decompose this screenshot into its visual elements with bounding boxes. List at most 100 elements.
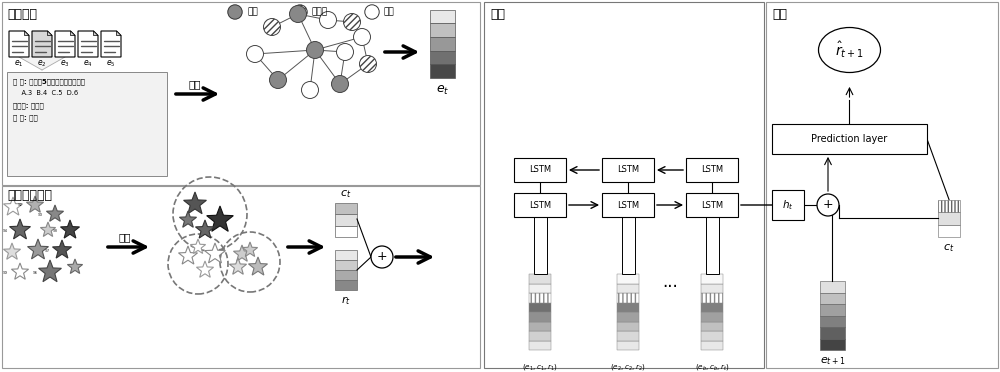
Bar	[701, 331, 723, 340]
Bar	[617, 312, 639, 321]
Polygon shape	[205, 243, 225, 263]
Text: $e_1$: $e_1$	[14, 58, 24, 68]
Text: +: +	[823, 199, 833, 212]
Text: LSTM: LSTM	[701, 201, 723, 209]
Text: 聚类: 聚类	[119, 232, 131, 242]
Bar	[430, 23, 455, 37]
Polygon shape	[9, 31, 29, 57]
Bar	[820, 292, 845, 304]
Polygon shape	[25, 31, 29, 35]
Circle shape	[302, 81, 318, 99]
Text: s₁: s₁	[0, 205, 1, 209]
Bar	[529, 321, 551, 331]
Bar	[820, 327, 845, 339]
Bar	[529, 274, 551, 283]
Bar	[766, 2, 998, 368]
Polygon shape	[117, 31, 121, 35]
Text: 试 题: 分子是5的假分数有（）个。: 试 题: 分子是5的假分数有（）个。	[13, 78, 85, 84]
Polygon shape	[3, 243, 21, 259]
Text: $e_{t+1}$: $e_{t+1}$	[820, 355, 845, 367]
Bar	[938, 199, 960, 212]
Text: $h_t$: $h_t$	[782, 198, 794, 212]
Bar	[430, 51, 455, 64]
Text: +: +	[377, 250, 387, 263]
Ellipse shape	[818, 28, 881, 73]
Bar	[335, 270, 357, 280]
Text: s₄: s₄	[3, 228, 8, 232]
Polygon shape	[179, 211, 197, 227]
Bar	[602, 158, 654, 182]
Text: $e_4$: $e_4$	[83, 58, 93, 68]
Text: 难 度: 中等: 难 度: 中等	[13, 114, 38, 121]
Text: $c_t$: $c_t$	[943, 242, 955, 254]
Polygon shape	[28, 239, 48, 259]
Polygon shape	[101, 31, 121, 57]
Polygon shape	[229, 258, 247, 274]
Text: $(e_2,c_2,r_2)$: $(e_2,c_2,r_2)$	[610, 362, 646, 372]
Bar	[529, 302, 551, 312]
Polygon shape	[40, 222, 56, 237]
Polygon shape	[94, 31, 98, 35]
Polygon shape	[67, 259, 83, 273]
Text: ...: ...	[662, 273, 678, 291]
Bar	[701, 340, 723, 350]
Text: 难度: 难度	[384, 7, 395, 16]
Polygon shape	[78, 31, 98, 57]
Text: $r_t$: $r_t$	[341, 294, 351, 307]
Circle shape	[228, 5, 242, 19]
Polygon shape	[196, 261, 214, 277]
Bar	[529, 283, 551, 293]
Text: LSTM: LSTM	[529, 201, 551, 209]
Text: $(e_b,c_b,r_t)$: $(e_b,c_b,r_t)$	[695, 362, 729, 372]
Text: $e_t$: $e_t$	[436, 83, 449, 97]
Bar	[335, 250, 357, 260]
Bar	[617, 340, 639, 350]
Circle shape	[371, 246, 393, 268]
Bar	[617, 321, 639, 331]
Bar	[2, 2, 480, 185]
Text: 试题嵌入: 试题嵌入	[7, 8, 37, 21]
Text: A.3  B.4  C.5  D.6: A.3 B.4 C.5 D.6	[13, 90, 78, 96]
Bar	[617, 293, 639, 302]
Text: s₃: s₃	[38, 212, 43, 217]
Circle shape	[365, 5, 379, 19]
Text: 知识点: 知识点	[312, 7, 328, 16]
Text: $c_t$: $c_t$	[340, 189, 352, 201]
Text: 嵌入: 嵌入	[189, 79, 201, 89]
Circle shape	[817, 194, 839, 216]
Circle shape	[306, 42, 324, 58]
Text: $\hat{r}_{t+1}$: $\hat{r}_{t+1}$	[835, 40, 864, 60]
Text: $e_2$: $e_2$	[37, 58, 47, 68]
Text: s₂: s₂	[18, 202, 23, 208]
Bar	[820, 304, 845, 315]
Polygon shape	[184, 192, 206, 214]
Bar	[430, 64, 455, 77]
Bar	[2, 186, 480, 368]
Polygon shape	[70, 31, 75, 35]
Bar	[686, 193, 738, 217]
Bar	[820, 339, 845, 350]
Bar	[484, 2, 764, 368]
Bar	[602, 193, 654, 217]
Circle shape	[246, 45, 264, 62]
Text: $e_5$: $e_5$	[106, 58, 116, 68]
Circle shape	[332, 76, 349, 93]
Circle shape	[290, 6, 306, 22]
Text: 预测: 预测	[772, 8, 787, 21]
Bar	[529, 331, 551, 340]
Bar	[701, 293, 723, 302]
Polygon shape	[52, 240, 72, 258]
Text: s₆: s₆	[33, 269, 38, 275]
Bar	[701, 283, 723, 293]
Bar	[701, 312, 723, 321]
Bar	[534, 217, 546, 274]
Bar	[772, 124, 927, 154]
Polygon shape	[48, 31, 52, 35]
Polygon shape	[60, 220, 80, 238]
Polygon shape	[11, 263, 29, 279]
Polygon shape	[26, 196, 44, 212]
Polygon shape	[19, 55, 65, 70]
Bar	[529, 340, 551, 350]
Bar	[430, 10, 455, 23]
Circle shape	[264, 19, 280, 35]
